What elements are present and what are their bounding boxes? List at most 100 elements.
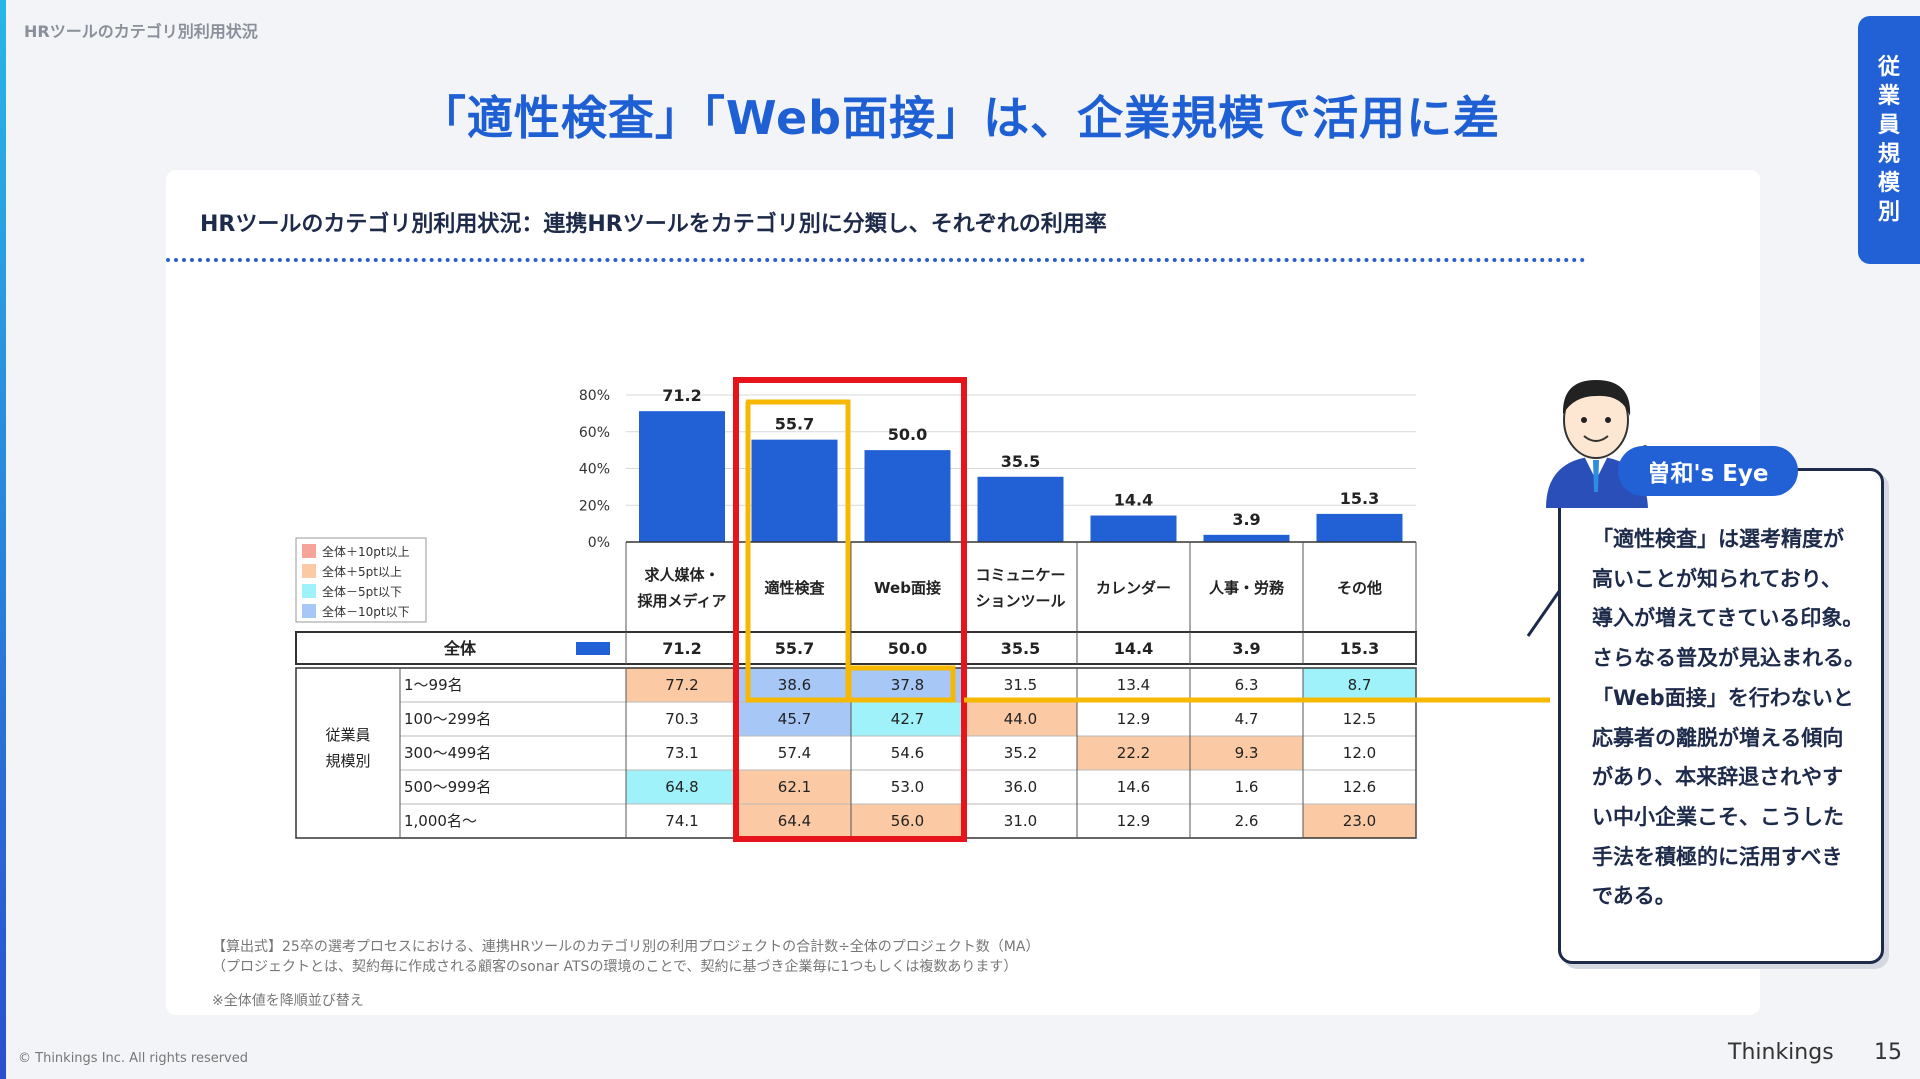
bar-value-label: 55.7: [775, 415, 814, 434]
row-label: 300～499名: [404, 744, 491, 762]
bar: [864, 450, 951, 542]
legend-label: 全体－10pt以下: [322, 604, 410, 619]
cell-value: 1.6: [1235, 778, 1259, 796]
bar-value-label: 71.2: [662, 386, 701, 405]
cell-value: 57.4: [778, 744, 811, 762]
cell-value: 2.6: [1235, 812, 1259, 830]
eye-badge: 曽和's Eye: [1618, 446, 1798, 496]
cell-value: 53.0: [891, 778, 924, 796]
comment-line: い中小企業こそ、こうした: [1592, 804, 1844, 829]
total-value: 15.3: [1340, 639, 1379, 658]
bar-value-label: 35.5: [1001, 452, 1040, 471]
y-tick-label: 20%: [579, 498, 610, 514]
highlight-cell: [626, 668, 738, 702]
legend-label: 全体－5pt以下: [322, 584, 402, 599]
highlight-cell: [1303, 668, 1416, 702]
bar: [977, 476, 1064, 542]
cell-value: 12.0: [1343, 744, 1376, 762]
y-tick-label: 60%: [579, 425, 610, 441]
total-legend-swatch: [576, 642, 610, 655]
avatar: [1546, 380, 1650, 508]
side-tab-char: 従: [1877, 55, 1900, 80]
total-value: 35.5: [1001, 639, 1040, 658]
highlight-cell: [851, 702, 964, 736]
comment-line: さらなる普及が見込まれる。: [1592, 646, 1865, 671]
sort-note: ※全体値を降順並び替え: [212, 993, 364, 1009]
side-tab-char: 業: [1877, 84, 1900, 109]
cell-value: 12.5: [1343, 710, 1376, 728]
total-value: 3.9: [1232, 639, 1260, 658]
cell-value: 35.2: [1004, 744, 1037, 762]
cell-value: 42.7: [891, 710, 924, 728]
card-title: HRツールのカテゴリ別利用状況：連携HRツールをカテゴリ別に分類し、それぞれの利…: [200, 212, 1107, 237]
cell-value: 56.0: [891, 812, 924, 830]
comment-line: 応募者の離脱が増える傾向: [1592, 725, 1844, 750]
comment-line: 「適性検査」は選考精度が: [1592, 527, 1844, 551]
comment-line: 導入が増えてきている印象。: [1592, 606, 1864, 631]
comment-line: 手法を積極的に活用すべき: [1592, 844, 1843, 869]
highlight-cell: [738, 804, 851, 838]
cell-value: 12.9: [1117, 710, 1150, 728]
comment-text: 「適性検査」は選考精度が 高いことが知られており、 導入が増えてきている印象。 さらな…: [1592, 520, 1882, 917]
side-tab-char: 員: [1877, 113, 1900, 138]
copyright: © Thinkings Inc. All rights reserved: [18, 1051, 249, 1066]
speech-pointer: [1526, 589, 1562, 637]
bar: [1090, 515, 1177, 542]
cell-value: 13.4: [1117, 676, 1150, 694]
cell-value: 31.5: [1004, 676, 1037, 694]
project-note: （プロジェクトとは、契約毎に作成される顧客のsonar ATSの環境のことで、契…: [212, 959, 1018, 975]
cell-value: 73.1: [665, 744, 698, 762]
category-label: コミュニケーションツール: [975, 566, 1065, 610]
cell-value: 23.0: [1343, 812, 1376, 830]
total-value: 71.2: [662, 639, 701, 658]
highlight-cell: [851, 804, 964, 838]
cell-value: 9.3: [1235, 744, 1259, 762]
highlight-cell: [851, 668, 964, 702]
cell-value: 4.7: [1235, 710, 1259, 728]
side-tab-employee-size[interactable]: 従業員規模別: [1858, 16, 1920, 264]
legend-label: 全体＋5pt以上: [322, 564, 402, 579]
highlight-cell: [738, 770, 851, 804]
cell-value: 6.3: [1235, 676, 1259, 694]
speech-bubble: [1558, 468, 1884, 964]
highlight-cell: [738, 668, 851, 702]
category-label: 適性検査: [764, 579, 825, 597]
page-number: 15: [1874, 1040, 1902, 1065]
brand-logo: Thinkings: [1728, 1040, 1834, 1065]
y-tick-label: 40%: [579, 462, 610, 478]
bar: [639, 411, 725, 542]
bar: [1316, 513, 1403, 542]
category-label: 人事・労務: [1209, 579, 1285, 597]
breadcrumb: HRツールのカテゴリ別利用状況: [24, 22, 258, 41]
row-label: 1～99名: [404, 676, 463, 694]
cell-value: 31.0: [1004, 812, 1037, 830]
bar-value-label: 50.0: [888, 425, 927, 444]
cell-value: 14.6: [1117, 778, 1150, 796]
row-label: 500～999名: [404, 778, 491, 796]
bar-value-label: 15.3: [1340, 489, 1379, 508]
cell-value: 8.7: [1348, 676, 1372, 694]
bar-value-label: 14.4: [1114, 491, 1153, 510]
comment-line: である。: [1592, 884, 1676, 909]
total-value: 55.7: [775, 639, 814, 658]
dotted-divider: [166, 258, 1586, 262]
total-row-label: 全体: [443, 639, 477, 658]
comment-line: 高いことが知られており、: [1592, 566, 1842, 591]
comment-line: 「Web面接」を行わないと: [1592, 685, 1854, 710]
cell-value: 70.3: [665, 710, 698, 728]
cell-value: 36.0: [1004, 778, 1037, 796]
bar: [751, 439, 838, 542]
cell-value: 37.8: [891, 676, 924, 694]
y-tick-label: 0%: [588, 535, 610, 551]
cell-value: 22.2: [1117, 744, 1150, 762]
total-value: 14.4: [1114, 639, 1153, 658]
highlight-cell: [738, 702, 851, 736]
bar: [1203, 534, 1290, 542]
group-label: 従業員規模別: [325, 726, 370, 770]
side-tab-char: 別: [1877, 200, 1900, 225]
highlight-cell: [1190, 736, 1303, 770]
cell-value: 44.0: [1004, 710, 1037, 728]
page-title: 「適性検査」「Web面接」は、企業規模で活用に差: [419, 91, 1501, 145]
row-label: 1,000名～: [404, 812, 477, 830]
